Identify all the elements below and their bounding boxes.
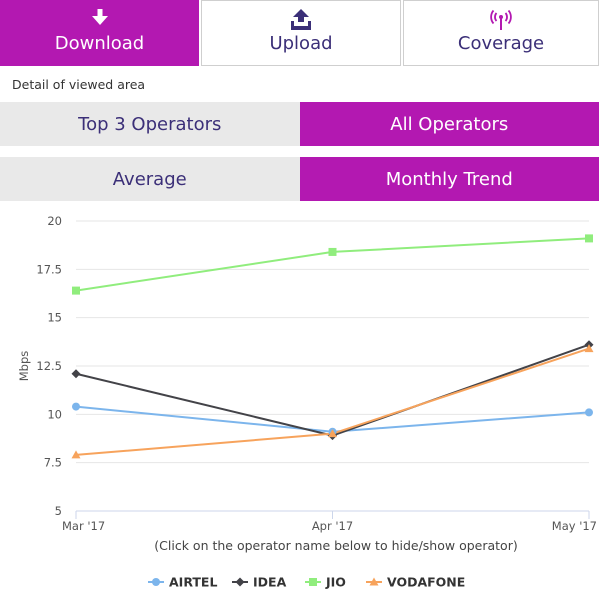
data-point[interactable] — [309, 578, 317, 586]
data-point[interactable] — [328, 247, 337, 256]
operators-toggle: Top 3 Operators All Operators — [0, 102, 599, 146]
tab-upload-label: Upload — [269, 33, 333, 54]
series-line-idea — [75, 343, 590, 437]
y-tick-label: 7.5 — [44, 456, 62, 470]
data-point[interactable] — [585, 234, 593, 243]
legend-item-airtel[interactable]: AIRTEL — [169, 575, 217, 590]
y-tick-label: 17.5 — [36, 262, 62, 276]
x-tick-label: May '17 — [552, 519, 597, 533]
legend-item-jio[interactable]: JIO — [325, 575, 346, 590]
all-operators-button[interactable]: All Operators — [299, 102, 599, 146]
data-point[interactable] — [72, 286, 80, 295]
area-caption: Detail of viewed area — [12, 77, 146, 92]
monthly-trend-button[interactable]: Monthly Trend — [299, 157, 599, 201]
view-toggle: Average Monthly Trend — [0, 157, 599, 201]
data-point[interactable] — [72, 402, 80, 411]
signal-tower-icon — [404, 9, 598, 31]
average-button[interactable]: Average — [0, 157, 300, 201]
y-tick-label: 12.5 — [36, 359, 62, 373]
data-point[interactable] — [71, 450, 81, 459]
tab-download-label: Download — [54, 33, 145, 54]
y-tick-label: 10 — [47, 407, 62, 421]
y-tick-label: 20 — [47, 214, 62, 228]
y-tick-label: 15 — [47, 311, 62, 325]
legend-item-vodafone[interactable]: VODAFONE — [387, 575, 465, 590]
tab-upload[interactable]: Upload — [201, 0, 401, 66]
tab-coverage-label: Coverage — [457, 33, 545, 54]
y-axis-title: Mbps — [17, 351, 31, 382]
top-navigation: Download Upload Coverage — [0, 0, 599, 66]
data-point[interactable] — [585, 408, 593, 417]
tab-download[interactable]: Download — [0, 0, 199, 66]
data-point[interactable] — [71, 369, 81, 379]
upload-icon — [202, 9, 400, 31]
speed-trend-chart: 5 7.5 10 12.5 15 17.5 20 Mbps Mar '17 Apr '17 May … — [17, 214, 597, 590]
y-tick-label: 5 — [55, 504, 62, 518]
x-tick-label: Apr '17 — [312, 519, 353, 533]
series-line-jio — [75, 237, 590, 292]
data-point[interactable] — [235, 577, 245, 587]
top3-operators-button[interactable]: Top 3 Operators — [0, 102, 300, 146]
data-point[interactable] — [584, 344, 594, 353]
data-point[interactable] — [369, 577, 379, 586]
legend-item-idea[interactable]: IDEA — [253, 575, 287, 590]
data-point[interactable] — [152, 578, 160, 586]
tab-coverage[interactable]: Coverage — [403, 0, 599, 66]
x-tick-label: Mar '17 — [62, 519, 105, 533]
legend-hint: (Click on the operator name below to hid… — [154, 538, 517, 553]
download-icon — [1, 9, 198, 31]
data-point[interactable] — [328, 429, 337, 438]
